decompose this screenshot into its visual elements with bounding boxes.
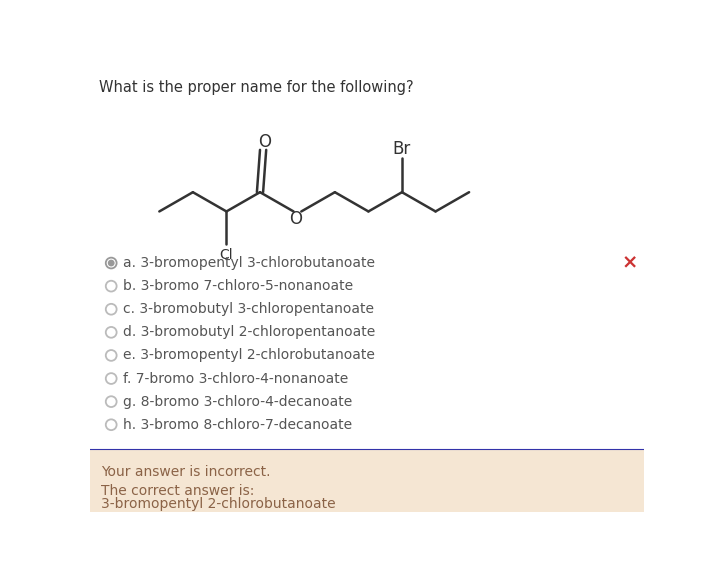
Text: e. 3-bromopentyl 2-chlorobutanoate: e. 3-bromopentyl 2-chlorobutanoate bbox=[123, 348, 374, 362]
Text: Cl: Cl bbox=[220, 248, 233, 262]
Text: 3-bromopentyl 2-chlorobutanoate: 3-bromopentyl 2-chlorobutanoate bbox=[101, 497, 336, 511]
Text: d. 3-bromobutyl 2-chloropentanoate: d. 3-bromobutyl 2-chloropentanoate bbox=[123, 325, 375, 339]
Text: f. 7-bromo 3-chloro-4-nonanoate: f. 7-bromo 3-chloro-4-nonanoate bbox=[123, 371, 348, 386]
Text: c. 3-bromobutyl 3-chloropentanoate: c. 3-bromobutyl 3-chloropentanoate bbox=[123, 302, 374, 316]
Text: b. 3-bromo 7-chloro-5-nonanoate: b. 3-bromo 7-chloro-5-nonanoate bbox=[123, 279, 353, 293]
Text: g. 8-bromo 3-chloro-4-decanoate: g. 8-bromo 3-chloro-4-decanoate bbox=[123, 394, 352, 409]
Circle shape bbox=[109, 260, 114, 266]
Text: What is the proper name for the following?: What is the proper name for the followin… bbox=[99, 80, 413, 95]
Text: O: O bbox=[289, 210, 302, 228]
Text: Your answer is incorrect.: Your answer is incorrect. bbox=[101, 465, 271, 479]
Text: a. 3-bromopentyl 3-chlorobutanoate: a. 3-bromopentyl 3-chlorobutanoate bbox=[123, 256, 374, 270]
FancyBboxPatch shape bbox=[90, 450, 644, 512]
Text: ×: × bbox=[621, 254, 638, 273]
Text: Br: Br bbox=[393, 140, 411, 158]
Text: O: O bbox=[258, 133, 271, 151]
Text: h. 3-bromo 8-chloro-7-decanoate: h. 3-bromo 8-chloro-7-decanoate bbox=[123, 418, 352, 432]
Text: The correct answer is:: The correct answer is: bbox=[101, 484, 254, 498]
